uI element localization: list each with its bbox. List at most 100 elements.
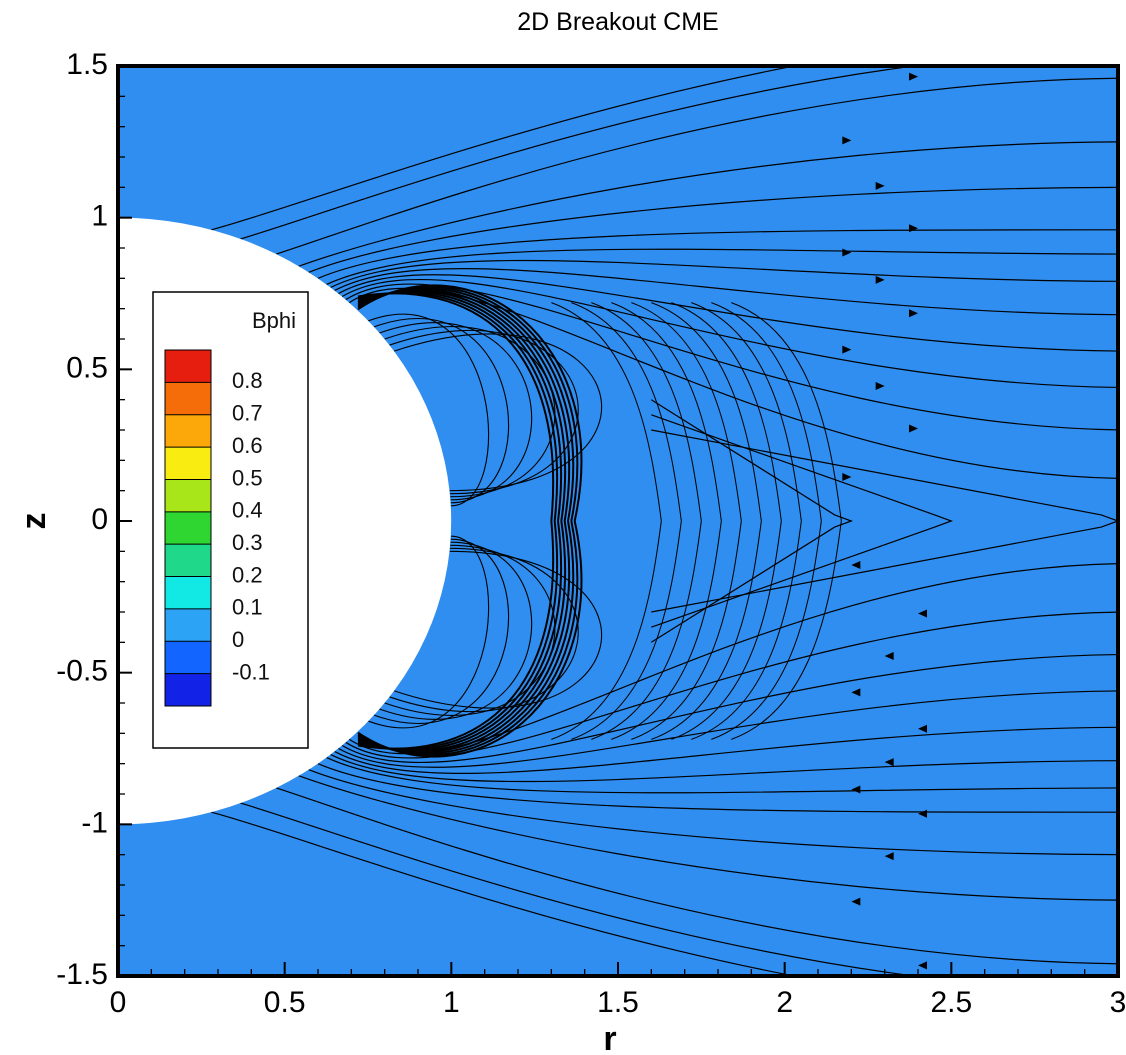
legend-swatch [165, 673, 211, 707]
streamline-arrow [851, 897, 861, 906]
x-tick-label: 1.5 [597, 986, 639, 1019]
streamline-arrow [918, 809, 927, 818]
sheared-field-line [731, 520, 842, 740]
legend-level-label: 0.5 [232, 465, 263, 490]
streamline-arrow [884, 651, 894, 660]
streamline-arrow [842, 345, 852, 354]
legend-level-label: 0 [232, 627, 244, 652]
legend-level-label: 0.7 [232, 401, 263, 426]
streamline-arrow [909, 224, 918, 233]
streamline-arrow [909, 72, 918, 81]
flux-rope-shell [357, 520, 583, 758]
streamline-arrow [884, 852, 894, 861]
streamline-arrow [851, 1010, 860, 1018]
open-field-line [211, 66, 798, 231]
flux-rope-shell [357, 284, 583, 522]
open-field-line [240, 802, 920, 976]
sheared-field-line [691, 302, 802, 522]
closed-arcade-loop [393, 550, 603, 709]
sheared-field-line [631, 520, 742, 740]
sheared-field-line [711, 520, 822, 740]
open-field-line [330, 754, 1118, 783]
closed-arcade-loop [389, 329, 579, 495]
legend-swatch [165, 641, 211, 675]
streamline-arrow [918, 724, 927, 733]
streamline-arrow [909, 309, 918, 318]
x-tick-label: 1 [443, 986, 460, 1019]
legend-swatch [165, 576, 211, 610]
streamline-arrow [875, 275, 885, 284]
legend-level-label: 0.3 [232, 530, 263, 555]
legend-swatch [165, 447, 211, 480]
open-field-line [326, 248, 1118, 285]
streamline-arrow [876, 45, 885, 53]
sheared-field-line [551, 302, 662, 522]
legend-swatch [165, 414, 211, 448]
closed-arcade-loop [368, 313, 490, 507]
legend-level-label: 0.1 [232, 595, 263, 620]
open-field-line [345, 283, 1118, 431]
streamline-arrow [875, 382, 885, 391]
streamline-arrow [875, 181, 885, 190]
sheared-field-line [651, 302, 762, 522]
legend-level-label: 0.6 [232, 433, 263, 458]
streamline-arrow [885, 989, 894, 997]
sheared-field-line [671, 302, 782, 522]
open-field-line [317, 763, 1118, 813]
sheared-field-line [711, 302, 822, 522]
legend-level-label: 0.2 [232, 562, 263, 587]
open-field-line [317, 229, 1118, 279]
streamline-arrow [851, 560, 861, 569]
sheared-field-line [651, 520, 762, 740]
streamlines [211, 24, 1118, 1018]
x-tick-label: 3 [1110, 986, 1126, 1019]
legend-level-label: -0.1 [232, 659, 270, 684]
legend-swatch [165, 479, 211, 513]
sheared-field-line [611, 302, 722, 522]
sheared-field-line [591, 520, 702, 740]
open-field-line [330, 259, 1118, 288]
sheared-field-line [591, 302, 702, 522]
streamline-arrow [918, 961, 927, 970]
axis-ticks [117, 65, 1119, 977]
legend-level-label: 0.4 [232, 498, 263, 523]
streamline-arrow [884, 758, 894, 767]
y-axis-title: z [15, 513, 53, 530]
streamline-arrow [842, 24, 851, 32]
legend-swatch [165, 350, 211, 383]
x-tick-label: 0.5 [264, 986, 306, 1019]
y-tick-label: 1.5 [66, 48, 108, 81]
open-field-line [298, 141, 1118, 267]
closed-arcade-loop [393, 333, 603, 492]
legend-colorbar [164, 349, 212, 707]
x-tick-label: 2 [776, 986, 793, 1019]
open-field-line [276, 77, 1118, 255]
y-tick-label: -1.5 [56, 958, 108, 991]
legend-swatch [165, 382, 211, 416]
sheared-field-line [571, 520, 682, 740]
open-field-line [298, 775, 1118, 901]
open-field-line [326, 757, 1118, 794]
sheared-field-line [671, 520, 782, 740]
streamline-arrow [851, 785, 861, 794]
legend-swatch [165, 544, 211, 578]
open-field-line [334, 268, 1118, 316]
sheared-field-line [631, 302, 742, 522]
legend-swatch [165, 511, 211, 545]
legend-level-label: 0.8 [232, 368, 263, 393]
open-field-line [240, 66, 920, 240]
cusp-field-line [651, 414, 954, 628]
streamline-arrow [851, 688, 861, 697]
streamline-arrow [918, 609, 927, 618]
cusp-field-line [650, 399, 854, 643]
y-tick-label: 1 [91, 200, 108, 233]
sheared-field-line [691, 520, 802, 740]
open-field-line [338, 274, 1118, 352]
y-tick-labels: -1.5 -1 -0.5 0 0.5 1 1.5 [56, 48, 108, 991]
open-field-line [211, 811, 798, 976]
sheared-field-line [551, 520, 662, 740]
cusp-field-line [651, 429, 1118, 613]
streamline-arrow [842, 248, 852, 257]
streamline-arrow [909, 424, 918, 433]
